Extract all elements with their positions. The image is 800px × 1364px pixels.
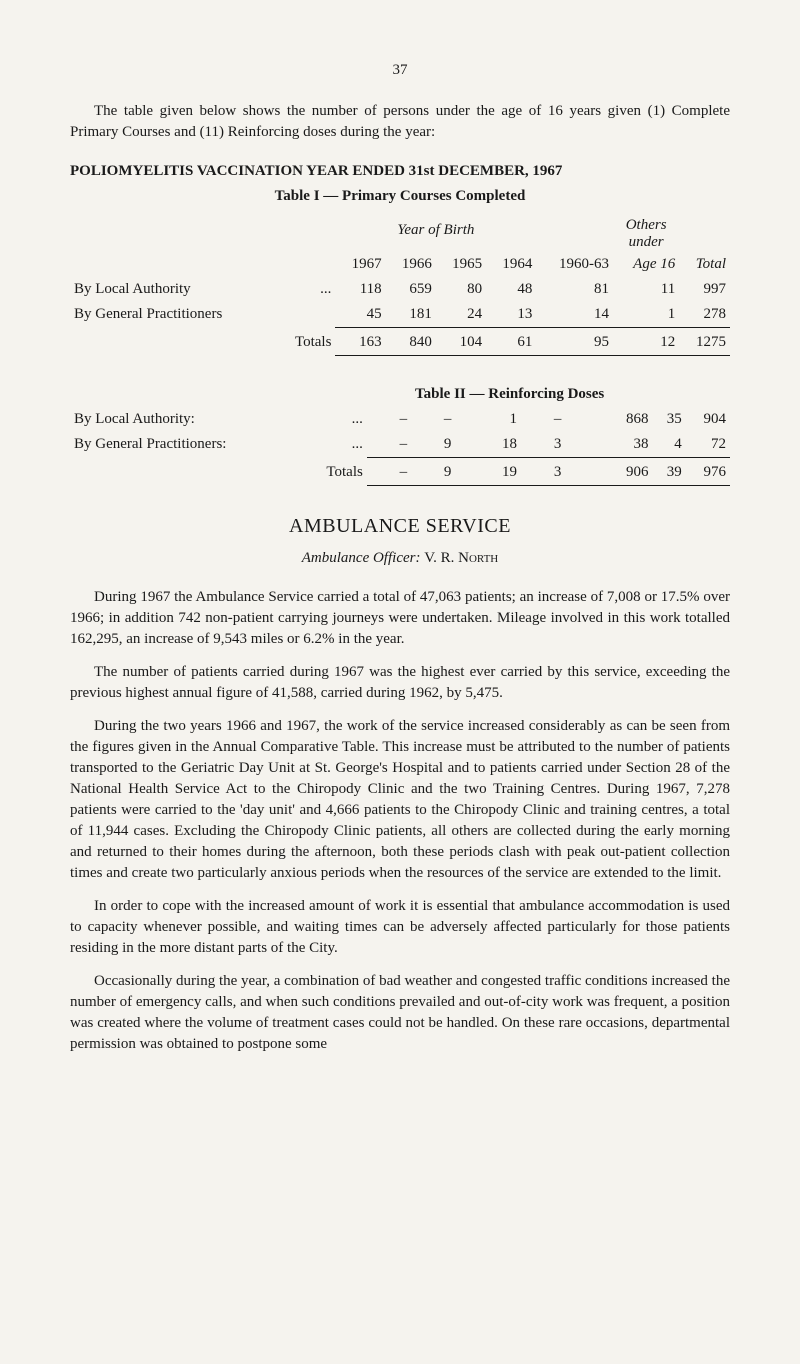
cell: 868 bbox=[565, 407, 652, 432]
cell: 13 bbox=[486, 302, 536, 327]
row-label: By Local Authority bbox=[70, 277, 277, 302]
body-paragraph-3: During the two years 1966 and 1967, the … bbox=[70, 716, 730, 884]
table1-caption: Table I — Primary Courses Completed bbox=[70, 186, 730, 207]
cell: 906 bbox=[565, 460, 652, 485]
cell: 3 bbox=[521, 432, 565, 457]
col-1965: 1965 bbox=[436, 252, 486, 277]
table1-row-general-practitioners: By General Practitioners 45 181 24 13 14… bbox=[70, 302, 730, 327]
cell: 35 bbox=[652, 407, 685, 432]
cell: 61 bbox=[486, 330, 536, 355]
col-1966: 1966 bbox=[386, 252, 436, 277]
cell: 1 bbox=[613, 302, 679, 327]
year-of-birth-header: Year of Birth bbox=[335, 215, 536, 247]
cell: – bbox=[367, 432, 411, 457]
cell: 904 bbox=[686, 407, 730, 432]
cell: 1 bbox=[455, 407, 521, 432]
cell: 38 bbox=[565, 432, 652, 457]
cell: 18 bbox=[455, 432, 521, 457]
others-line1: Others bbox=[626, 217, 667, 233]
cell: 3 bbox=[521, 460, 565, 485]
body-paragraph-1: During 1967 the Ambulance Service carrie… bbox=[70, 587, 730, 650]
cell: 81 bbox=[536, 277, 613, 302]
cell: 181 bbox=[386, 302, 436, 327]
cell: 72 bbox=[686, 432, 730, 457]
table2-totals-row: Totals – 9 19 3 906 39 976 bbox=[70, 460, 730, 485]
cell: 118 bbox=[335, 277, 385, 302]
table1-totals-row: Totals 163 840 104 61 95 12 1275 bbox=[70, 330, 730, 355]
cell: 80 bbox=[436, 277, 486, 302]
row-dots: ... bbox=[277, 277, 336, 302]
ambulance-heading: AMBULANCE SERVICE bbox=[70, 512, 730, 540]
cell: – bbox=[367, 407, 411, 432]
row-label: By General Practitioners bbox=[70, 302, 277, 327]
cell: 12 bbox=[613, 330, 679, 355]
col-total: Total bbox=[679, 252, 730, 277]
row-dots bbox=[277, 302, 336, 327]
totals-label: Totals bbox=[277, 330, 336, 355]
cell: 840 bbox=[386, 330, 436, 355]
page-number: 37 bbox=[70, 60, 730, 81]
cell: 1275 bbox=[679, 330, 730, 355]
row-label: By General Practitioners: bbox=[70, 432, 302, 457]
table2-row-general-practitioners: By General Practitioners: ... – 9 18 3 3… bbox=[70, 432, 730, 457]
others-line2: under bbox=[629, 234, 664, 250]
col-1967: 1967 bbox=[335, 252, 385, 277]
cell: 39 bbox=[652, 460, 685, 485]
section-title: POLIOMYELITIS VACCINATION YEAR ENDED 31s… bbox=[70, 161, 730, 182]
totals-label: Totals bbox=[302, 460, 366, 485]
table1: Year of Birth Others under 1967 1966 196… bbox=[70, 215, 730, 358]
cell: 163 bbox=[335, 330, 385, 355]
table1-row-local-authority: By Local Authority ... 118 659 80 48 81 … bbox=[70, 277, 730, 302]
col-1960-63: 1960-63 bbox=[536, 252, 613, 277]
others-header: Others under bbox=[613, 215, 679, 252]
cell: 9 bbox=[411, 460, 455, 485]
cell: 976 bbox=[686, 460, 730, 485]
officer-label: Ambulance Officer: bbox=[302, 550, 421, 566]
row-dots: ... bbox=[302, 407, 366, 432]
cell: 48 bbox=[486, 277, 536, 302]
cell: – bbox=[411, 407, 455, 432]
intro-paragraph: The table given below shows the number o… bbox=[70, 101, 730, 143]
cell: 24 bbox=[436, 302, 486, 327]
cell: 11 bbox=[613, 277, 679, 302]
officer-subtitle: Ambulance Officer: V. R. North bbox=[70, 548, 730, 569]
cell: 14 bbox=[536, 302, 613, 327]
body-paragraph-2: The number of patients carried during 19… bbox=[70, 662, 730, 704]
cell: – bbox=[367, 460, 411, 485]
cell: 9 bbox=[411, 432, 455, 457]
cell: 19 bbox=[455, 460, 521, 485]
table2-row-local-authority: By Local Authority: ... – – 1 – 868 35 9… bbox=[70, 407, 730, 432]
col-age16: Age 16 bbox=[613, 252, 679, 277]
rule-row bbox=[70, 485, 730, 488]
body-paragraph-4: In order to cope with the increased amou… bbox=[70, 896, 730, 959]
row-label: By Local Authority: bbox=[70, 407, 302, 432]
table2: Table II — Reinforcing Doses By Local Au… bbox=[70, 382, 730, 488]
officer-name: V. R. North bbox=[424, 550, 498, 566]
cell: 104 bbox=[436, 330, 486, 355]
cell: 278 bbox=[679, 302, 730, 327]
table2-caption: Table II — Reinforcing Doses bbox=[367, 382, 653, 407]
cell: 997 bbox=[679, 277, 730, 302]
rule-row bbox=[70, 355, 730, 358]
cell: – bbox=[521, 407, 565, 432]
cell: 4 bbox=[652, 432, 685, 457]
cell: 95 bbox=[536, 330, 613, 355]
col-1964: 1964 bbox=[486, 252, 536, 277]
row-dots: ... bbox=[302, 432, 366, 457]
body-paragraph-5: Occasionally during the year, a combinat… bbox=[70, 971, 730, 1055]
cell: 659 bbox=[386, 277, 436, 302]
cell: 45 bbox=[335, 302, 385, 327]
